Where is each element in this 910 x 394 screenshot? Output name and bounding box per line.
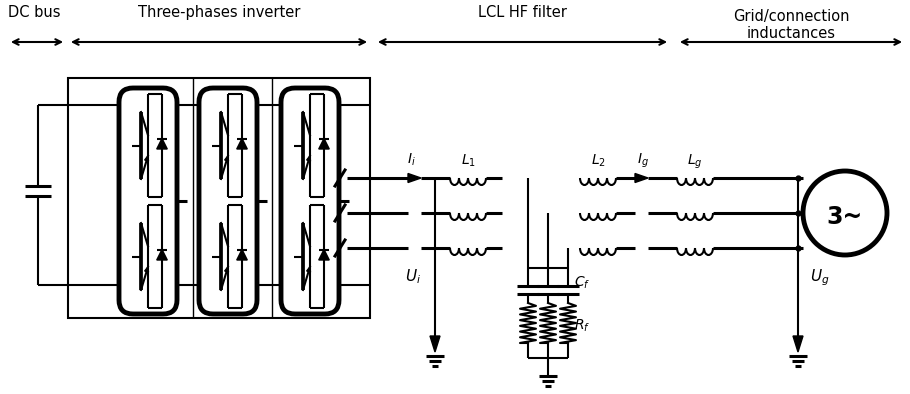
Polygon shape [318, 139, 329, 149]
Polygon shape [430, 336, 440, 352]
Polygon shape [145, 156, 148, 161]
Polygon shape [237, 249, 248, 260]
FancyBboxPatch shape [119, 88, 177, 314]
Text: $L_1$: $L_1$ [460, 153, 476, 169]
Polygon shape [225, 267, 228, 272]
Text: $L_g$: $L_g$ [687, 153, 703, 171]
Text: Grid/connection
inductances: Grid/connection inductances [733, 9, 849, 41]
Text: $I_g$: $I_g$ [637, 152, 649, 170]
Text: $I_i$: $I_i$ [407, 152, 415, 168]
Text: 3~: 3~ [827, 205, 863, 229]
Polygon shape [145, 267, 148, 272]
Polygon shape [157, 249, 167, 260]
Text: $C_f$: $C_f$ [574, 275, 591, 291]
Polygon shape [318, 249, 329, 260]
Polygon shape [635, 173, 648, 182]
Text: $R_f$: $R_f$ [574, 318, 591, 334]
Polygon shape [237, 139, 248, 149]
Text: $U_g$: $U_g$ [810, 267, 830, 288]
Bar [68, 78, 370, 318]
Polygon shape [793, 336, 803, 352]
FancyBboxPatch shape [199, 88, 257, 314]
Polygon shape [225, 156, 228, 161]
Text: $L_2$: $L_2$ [591, 153, 605, 169]
Polygon shape [307, 267, 310, 272]
FancyBboxPatch shape [281, 88, 339, 314]
Polygon shape [157, 139, 167, 149]
Text: $U_i$: $U_i$ [405, 267, 421, 286]
Text: Three-phases inverter: Three-phases inverter [137, 5, 300, 20]
Text: DC bus: DC bus [8, 5, 60, 20]
Text: LCL HF filter: LCL HF filter [478, 5, 567, 20]
Polygon shape [408, 173, 421, 182]
Polygon shape [307, 156, 310, 161]
